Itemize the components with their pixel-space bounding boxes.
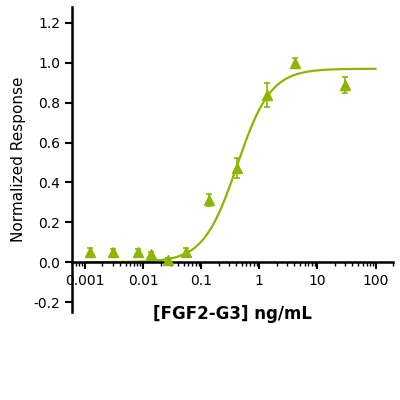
Y-axis label: Normalized Response: Normalized Response	[12, 77, 26, 242]
X-axis label: [FGF2-G3] ng/mL: [FGF2-G3] ng/mL	[153, 305, 312, 323]
